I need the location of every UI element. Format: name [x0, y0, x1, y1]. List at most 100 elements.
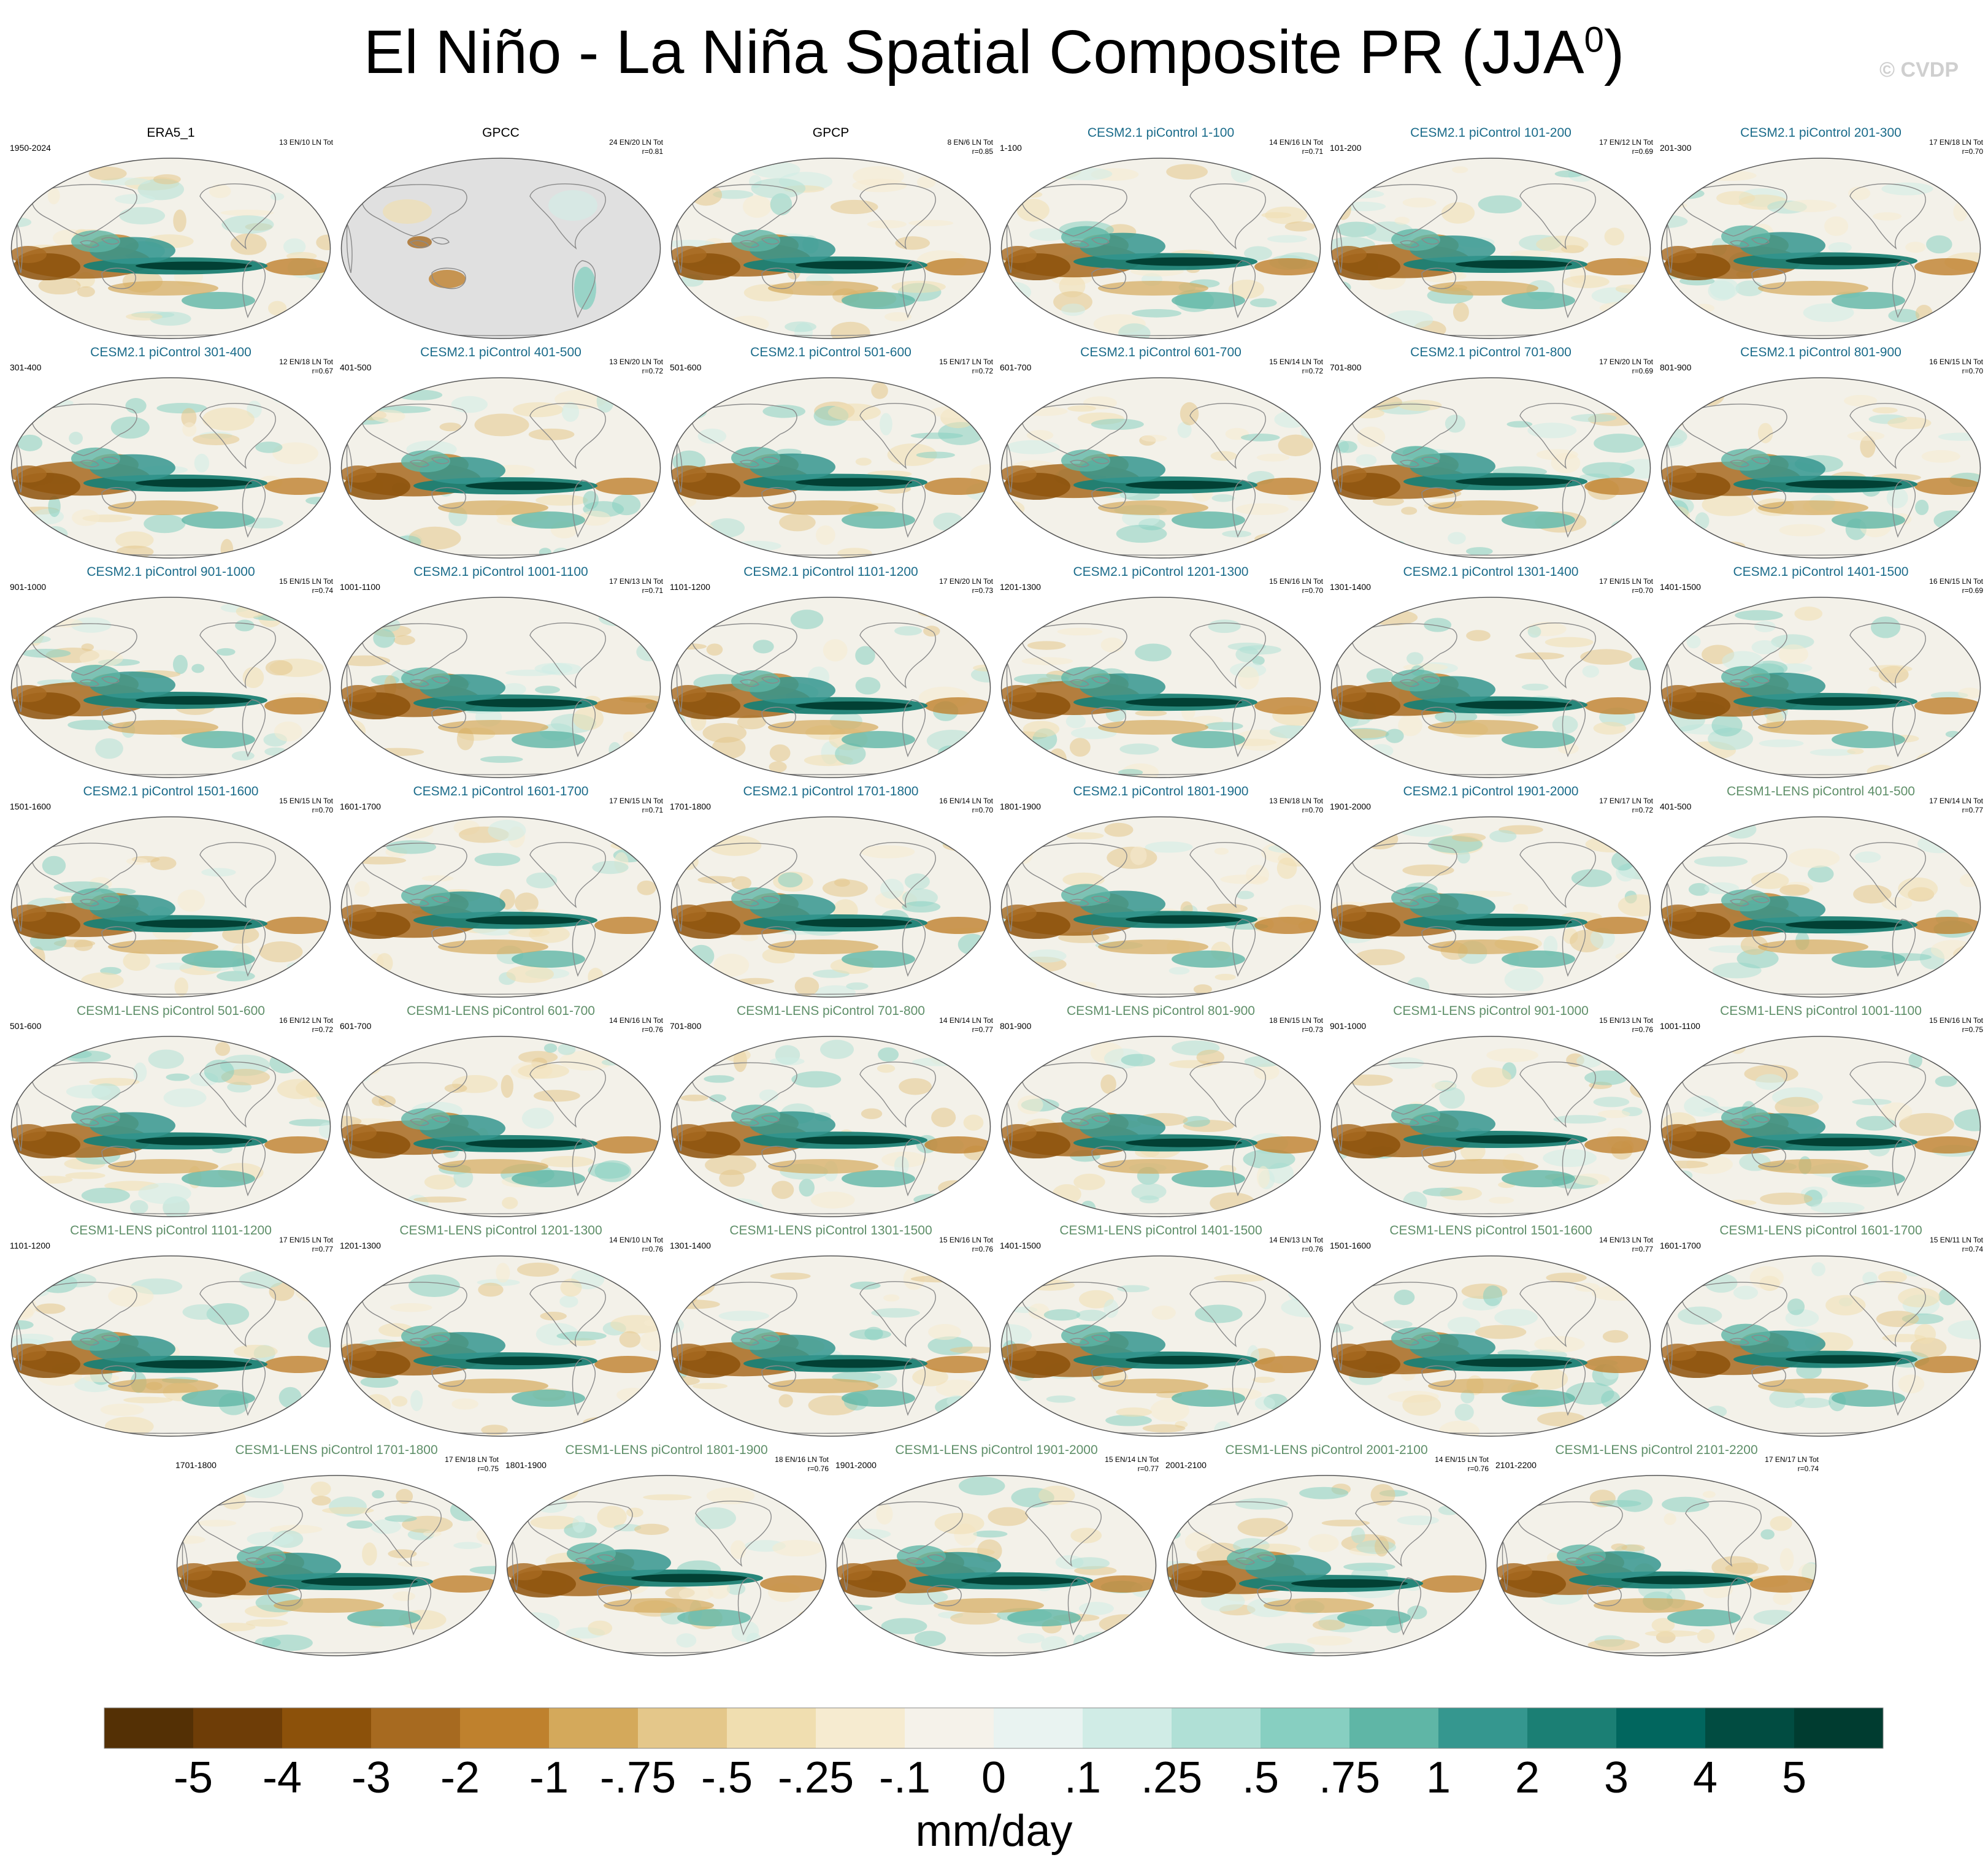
coastline [1069, 240, 1089, 248]
precip-anomaly-blob [697, 876, 735, 884]
coastline [1421, 676, 1440, 684]
precip-anomaly-blob [816, 525, 835, 545]
map-panel: CESM1-LENS piControl 1501-1600 1501-1600 1… [1326, 1223, 1656, 1439]
coastline [1666, 882, 1673, 932]
precip-anomaly-blob [751, 178, 806, 199]
precip-anomaly-blob [343, 1422, 363, 1433]
precip-anomaly-blob [634, 1523, 669, 1535]
dry-anomaly-region [924, 258, 991, 275]
wet-anomaly-region [182, 731, 255, 748]
precip-anomaly-blob [916, 451, 955, 459]
precip-anomaly-blob [1638, 1389, 1651, 1407]
precip-anomaly-blob [181, 408, 197, 427]
panel-en-ln-count: 17 EN/14 LN Tot [1929, 797, 1983, 805]
panel-period: 1301-1400 [1330, 582, 1371, 592]
colorbar-units-label: mm/day [915, 1807, 1073, 1856]
precip-anomaly-blob [771, 1180, 794, 1200]
precip-anomaly-blob [937, 745, 965, 762]
precip-anomaly-blob [671, 319, 702, 329]
precip-anomaly-blob [129, 1200, 148, 1214]
colorbar-tick-label: -3 [351, 1753, 391, 1802]
colorbar-tick-label: 2 [1514, 1753, 1540, 1802]
coastline [182, 1540, 188, 1591]
coastline [242, 1358, 266, 1416]
coastline [1355, 1501, 1432, 1567]
panel-pattern-correlation: r=0.70 [1962, 367, 1983, 375]
precip-anomaly-blob [1312, 1620, 1346, 1631]
precip-anomaly-blob [221, 215, 274, 234]
precip-anomaly-blob [59, 1258, 77, 1274]
coastline [199, 183, 276, 250]
map-border [176, 1475, 497, 1656]
coastline [267, 1585, 302, 1607]
precip-anomaly-blob [1788, 848, 1840, 868]
precip-anomaly-blob [239, 1270, 285, 1289]
panel-en-ln-count: 12 EN/18 LN Tot [279, 358, 333, 366]
coastline [1729, 459, 1749, 467]
precip-anomaly-blob [1001, 754, 1036, 762]
panel-en-ln-count: 14 EN/13 LN Tot [1599, 1236, 1653, 1244]
wet-anomaly-region [731, 1104, 780, 1127]
dry-anomaly-region [594, 478, 661, 495]
panel-en-ln-count: 17 EN/17 LN Tot [1599, 797, 1653, 805]
coastline [431, 926, 466, 948]
map-field [1331, 1036, 1651, 1217]
wet-anomaly-tongue [1786, 697, 1902, 706]
dry-anomaly-region [274, 1598, 384, 1613]
coastline [676, 882, 683, 932]
precip-anomaly-blob [396, 1488, 413, 1504]
precip-anomaly-blob [1940, 384, 1973, 406]
coastline [691, 843, 797, 895]
precip-anomaly-blob [759, 1089, 778, 1102]
precip-anomaly-blob [1584, 1070, 1628, 1085]
coastline [1421, 237, 1440, 245]
panel-event-counts: 15 EN/14 LN Tot r=0.72 [1269, 358, 1323, 376]
precip-anomaly-blob [1847, 748, 1864, 755]
precip-anomaly-blob [413, 1196, 467, 1203]
precip-anomaly-blob [1486, 1048, 1538, 1063]
colorbar-tick-label: 0 [981, 1753, 1007, 1802]
dry-anomaly-region [438, 1379, 548, 1393]
precip-anomaly-blob [1076, 1309, 1107, 1322]
precip-anomaly-blob [935, 160, 967, 180]
coastline [761, 1334, 780, 1342]
panel-period: 801-900 [1000, 1021, 1032, 1031]
precip-anomaly-blob [799, 1179, 815, 1197]
precip-anomaly-blob [272, 442, 318, 465]
coastline [242, 699, 266, 757]
precip-anomaly-blob [362, 1394, 391, 1417]
precip-anomaly-blob [506, 965, 554, 983]
precip-anomaly-blob [77, 286, 95, 297]
precip-anomaly-blob [1208, 619, 1241, 633]
coastline [1336, 1101, 1343, 1152]
map-panel: CESM2.1 piControl 401-500 401-500 13 EN/20… [336, 345, 666, 561]
precip-anomaly-blob [676, 1391, 694, 1410]
coastline [1849, 403, 1926, 469]
precip-anomaly-blob [322, 1507, 374, 1514]
map-field [1331, 378, 1651, 558]
precip-anomaly-blob [1598, 985, 1632, 995]
precip-anomaly-blob [513, 402, 564, 418]
dry-anomaly-region [264, 697, 331, 714]
precip-anomaly-blob [640, 1331, 661, 1352]
wet-anomaly-tongue [1456, 477, 1572, 486]
precip-anomaly-blob [182, 1304, 221, 1320]
dry-anomaly-region [604, 1598, 714, 1613]
precip-anomaly-blob [958, 1476, 1005, 1496]
dry-anomaly-region [1331, 905, 1367, 922]
map-border [1000, 597, 1321, 778]
coastline [1399, 459, 1419, 467]
panel-title: CESM1-LENS piControl 501-600 [77, 1004, 265, 1018]
coastline [1172, 1540, 1178, 1591]
precip-anomaly-blob [453, 1542, 482, 1549]
precip-anomaly-blob [518, 1050, 558, 1064]
precip-anomaly-blob [1384, 310, 1433, 329]
wet-anomaly-region [401, 1108, 450, 1130]
precip-anomaly-blob [1105, 1414, 1152, 1426]
composite-map [1660, 597, 1981, 778]
dry-anomaly-region [341, 905, 377, 922]
map-panel: CESM2.1 piControl 1901-2000 1901-2000 17 E… [1326, 784, 1656, 1000]
precip-anomaly-blob [1183, 1115, 1210, 1127]
map-panel: CESM1-LENS piControl 2001-2100 2001-2100 1… [1162, 1443, 1491, 1659]
map-panel: CESM1-LENS piControl 1101-1200 1101-1200 1… [6, 1223, 336, 1439]
